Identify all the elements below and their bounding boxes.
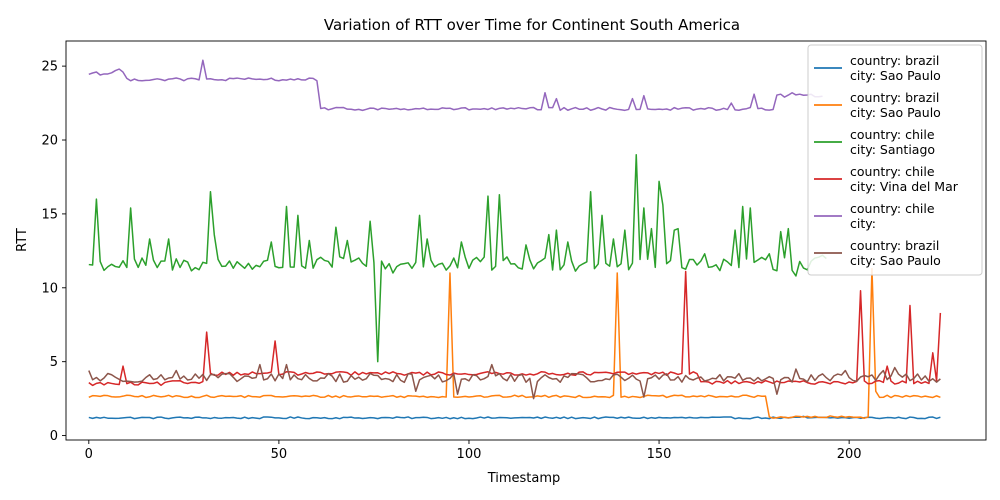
legend-entry-label: country: chile (850, 127, 935, 142)
plot-frame (65, 40, 987, 441)
legend-entry-label: city: Sao Paulo (850, 68, 941, 83)
y-axis: 0 5 10 15 20 25 (41, 60, 66, 444)
x-tick-label: 50 (271, 447, 288, 462)
y-tick-label: 10 (41, 281, 58, 296)
x-tick-label: 150 (647, 447, 672, 462)
legend-box (807, 44, 983, 276)
legend-entry-label: city: Vina del Mar (850, 179, 959, 194)
series-line-4 (88, 59, 823, 112)
y-tick-label: 5 (50, 355, 58, 370)
legend-entry-label: city: Sao Paulo (850, 253, 941, 268)
legend-entry-label: city: Sao Paulo (850, 105, 941, 120)
legend-entry-label: country: brazil (850, 238, 939, 253)
y-tick-label: 15 (41, 207, 58, 222)
legend-entry-label: country: brazil (850, 53, 939, 68)
series-line-5 (88, 363, 941, 400)
series-line-1 (88, 267, 941, 419)
y-axis-label: RTT (15, 228, 30, 252)
x-axis: 0 50 100 150 200 (85, 440, 862, 462)
series-line-0 (88, 415, 941, 420)
series-line-2 (88, 154, 827, 363)
series-line-3 (88, 270, 942, 387)
plot-area (88, 59, 942, 420)
legend-entry-label: city: (850, 216, 876, 231)
y-tick-label: 20 (41, 134, 58, 149)
y-tick-label: 0 (50, 429, 58, 444)
x-tick-label: 200 (837, 447, 862, 462)
legend-entry-label: country: brazil (850, 90, 939, 105)
chart-title: Variation of RTT over Time for Continent… (324, 16, 740, 34)
legend-entry-label: city: Santiago (850, 142, 935, 157)
legend-entry-label: country: chile (850, 164, 935, 179)
x-tick-label: 100 (457, 447, 482, 462)
x-tick-label: 0 (85, 447, 93, 462)
x-axis-label: Timestamp (487, 471, 561, 486)
y-tick-label: 25 (41, 60, 58, 75)
legend-entry-label: country: chile (850, 201, 935, 216)
